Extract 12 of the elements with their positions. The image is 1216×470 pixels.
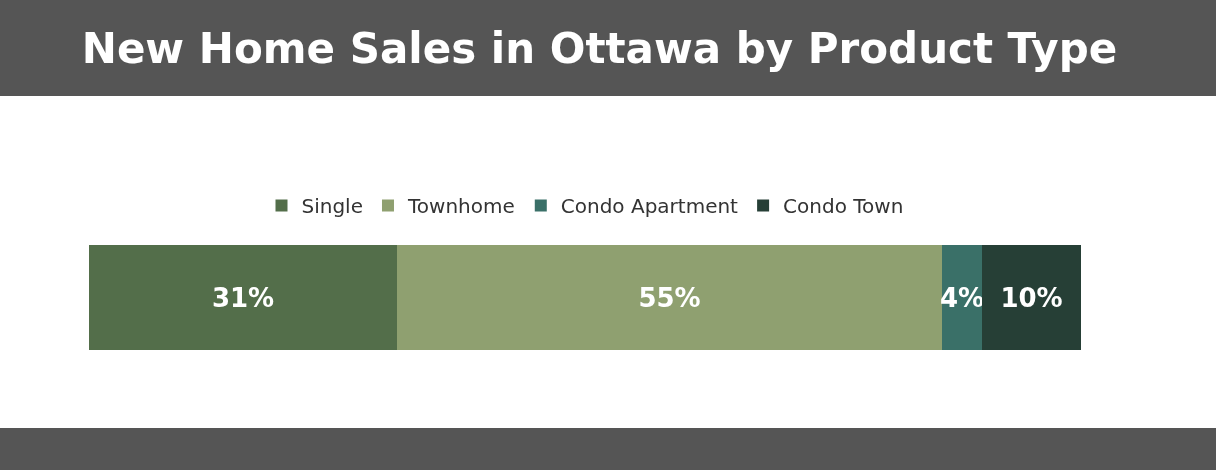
legend-label: Condo Town	[783, 194, 904, 219]
bar	[397, 245, 942, 350]
legend-label: Townhome	[406, 194, 515, 219]
bar	[982, 245, 1081, 350]
bar	[89, 245, 397, 350]
data-label: 10%	[1000, 282, 1063, 313]
legend-label: Single	[301, 194, 363, 219]
chart-title: New Home Sales in Ottawa by Product Type	[81, 23, 1118, 73]
data-label: 31%	[211, 282, 275, 313]
legend-label: Condo Apartment	[560, 194, 739, 219]
data-label: 4%	[939, 282, 985, 313]
data-label: 55%	[638, 282, 701, 313]
